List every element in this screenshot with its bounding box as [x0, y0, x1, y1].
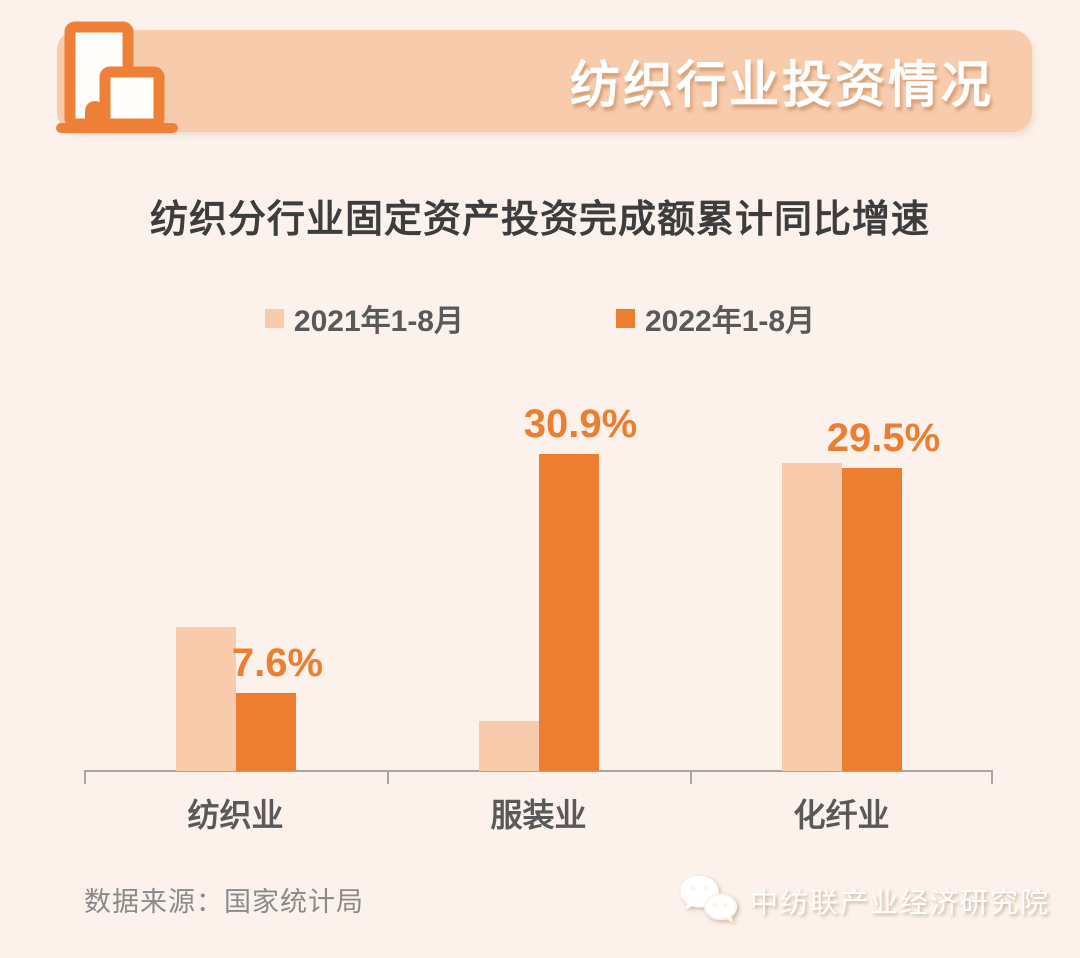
watermark: 中纺联产业经济研究院 [678, 872, 1050, 930]
chart-title: 纺织分行业固定资产投资完成额累计同比增速 [149, 199, 930, 241]
legend-item-2022: 2022年1-8月 [616, 296, 815, 340]
bar-服装业-2022年1-8月 [538, 454, 599, 771]
bar-化纤业-2022年1-8月 [841, 468, 902, 771]
bar-服装业-2021年1-8月 [478, 721, 539, 771]
bar-value-label: 29.5% [826, 416, 941, 460]
x-axis-tick [387, 772, 389, 784]
bar-value-label: 7.6% [231, 641, 324, 685]
legend-swatch-2021-icon [264, 308, 284, 328]
x-axis-tick [991, 772, 993, 784]
category-label-化纤业: 化纤业 [793, 797, 890, 833]
category-label-纺织业: 纺织业 [187, 797, 284, 833]
x-axis-tick [690, 772, 692, 784]
data-source-note: 数据来源：国家统计局 [84, 887, 364, 917]
bar-纺织业-2022年1-8月 [235, 693, 296, 771]
wechat-icon [680, 875, 738, 923]
buildings-icon [56, 21, 178, 133]
x-axis-line [84, 770, 993, 772]
bar-value-label: 30.9% [523, 402, 638, 446]
bar-纺织业-2021年1-8月 [175, 627, 236, 771]
chart-legend: 2021年1-8月 2022年1-8月 [0, 296, 1080, 340]
legend-swatch-2022-icon [616, 308, 635, 328]
banner-title: 纺织行业投资情况 [570, 57, 994, 113]
legend-label-2021: 2021年1-8月 [293, 305, 464, 338]
legend-label-2022: 2022年1-8月 [645, 305, 816, 338]
header-banner: 纺织行业投资情况 [57, 30, 1032, 132]
legend-item-2021: 2021年1-8月 [264, 296, 464, 340]
bar-chart-plot: 7.6% 纺织业 30.9% 服装业 29.5% 化纤业 [84, 0, 993, 833]
bar-化纤业-2021年1-8月 [781, 463, 842, 771]
x-axis-tick [84, 772, 86, 784]
category-label-服装业: 服装业 [490, 797, 587, 833]
watermark-label: 中纺联产业经济研究院 [749, 887, 1050, 918]
